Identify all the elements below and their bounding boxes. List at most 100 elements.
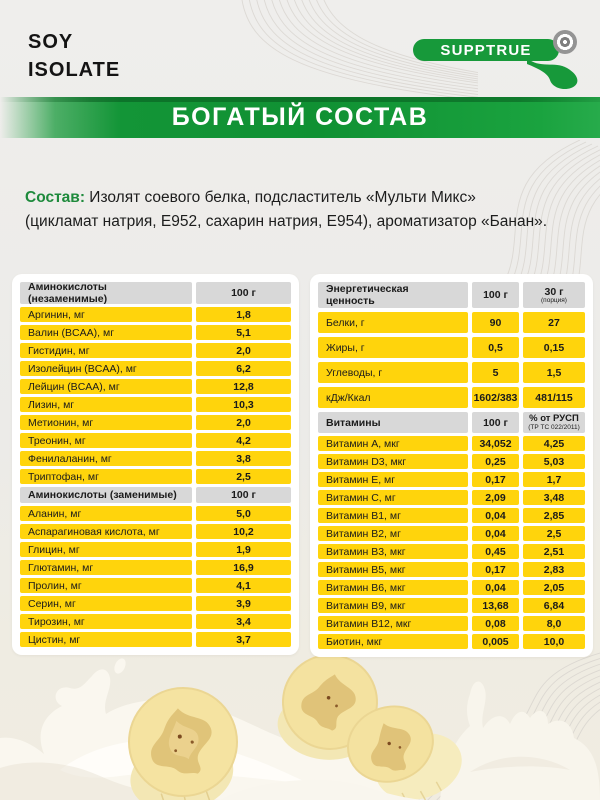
row-label: Витамин В12, мкг [318, 616, 468, 631]
table-row: Тирозин, мг 3,4 [20, 614, 291, 629]
table-row: Треонин, мг 4,2 [20, 433, 291, 448]
row-label: Пролин, мг [20, 578, 192, 593]
row-value: 3,48 [523, 490, 585, 505]
amino-essential-header: Аминокислоты (незаменимые) 100 г [20, 281, 291, 305]
section-banner: БОГАТЫЙ СОСТАВ [0, 97, 600, 138]
row-value: 2,05 [523, 580, 585, 595]
row-value: 6,2 [196, 361, 291, 376]
row-value: 90 [472, 312, 519, 333]
row-value: 0,17 [472, 562, 519, 577]
column-header: 100 г [472, 412, 519, 433]
row-label: Триптофан, мг [20, 469, 192, 484]
table-row: Метионин, мг 2,0 [20, 415, 291, 430]
amino-acids-table: Аминокислоты (незаменимые) 100 г Аргинин… [12, 274, 299, 655]
composition-text: Состав: Изолят соевого белка, подсластит… [25, 186, 583, 234]
row-value: 1,8 [196, 307, 291, 322]
row-label: Витамин В9, мкг [318, 598, 468, 613]
row-value: 4,1 [196, 578, 291, 593]
row-value: 0,5 [472, 337, 519, 358]
table-row: Белки, г 90 27 [318, 312, 585, 333]
table-row: Гистидин, мг 2,0 [20, 343, 291, 358]
row-label: Углеводы, г [318, 362, 468, 383]
row-label: Лизин, мг [20, 397, 192, 412]
table-row: Серин, мг 3,9 [20, 596, 291, 611]
table-row: Витамин В5, мкг 0,17 2,83 [318, 562, 585, 577]
row-value: 13,68 [472, 598, 519, 613]
table-row: Витамин В3, мкг 0,45 2,51 [318, 544, 585, 559]
row-value: 10,0 [523, 634, 585, 649]
table-row: Пролин, мг 4,1 [20, 578, 291, 593]
amino-nonessential-rows: Аланин, мг 5,0 Аспарагиновая кислота, мг 10… [20, 506, 291, 647]
row-label: Аланин, мг [20, 506, 192, 521]
row-value: 2,85 [523, 508, 585, 523]
row-label: Витамин В2, мг [318, 526, 468, 541]
column-header: Аминокислоты (заменимые) [20, 487, 192, 503]
row-value: 481/115 [523, 387, 585, 408]
row-label: Цистин, мг [20, 632, 192, 647]
table-row: Витамин D3, мкг 0,25 5,03 [318, 454, 585, 469]
table-row: Витамин А, мкг 34,052 4,25 [318, 436, 585, 451]
row-label: Лейцин (BCAA), мг [20, 379, 192, 394]
table-row: Витамин В6, мкг 0,04 2,05 [318, 580, 585, 595]
row-value: 0,17 [472, 472, 519, 487]
row-value: 2,5 [523, 526, 585, 541]
table-row: Углеводы, г 5 1,5 [318, 362, 585, 383]
row-value: 5 [472, 362, 519, 383]
brand-logo-pill: SUPPTRUE [413, 39, 559, 61]
row-value: 34,052 [472, 436, 519, 451]
row-value: 0,25 [472, 454, 519, 469]
row-value: 3,9 [196, 596, 291, 611]
row-value: 0,45 [472, 544, 519, 559]
row-label: Белки, г [318, 312, 468, 333]
column-header: 30 г (порция) [523, 282, 585, 308]
row-label: Треонин, мг [20, 433, 192, 448]
row-value: 2,83 [523, 562, 585, 577]
milk-front-swirl [220, 779, 430, 800]
row-value: 1,9 [196, 542, 291, 557]
row-value: 0,04 [472, 580, 519, 595]
row-value: 16,9 [196, 560, 291, 575]
banana-slice [277, 654, 378, 760]
swoosh-icon [527, 58, 578, 90]
row-value: 10,2 [196, 524, 291, 539]
scoop-ring-icon [553, 30, 577, 54]
row-value: 0,08 [472, 616, 519, 631]
row-value: 1,7 [523, 472, 585, 487]
milk-splash-right [440, 681, 600, 800]
row-value: 1,5 [523, 362, 585, 383]
milk-shadow [0, 762, 220, 800]
vitamin-rows: Витамин А, мкг 34,052 4,25 Витамин D3, мкг 0… [318, 436, 585, 649]
amino-nonessential-header: Аминокислоты (заменимые) 100 г [20, 487, 291, 503]
row-value: 5,1 [196, 325, 291, 340]
row-value: 8,0 [523, 616, 585, 631]
composition-label: Состав: [25, 189, 85, 206]
table-row: Витамин В2, мг 0,04 2,5 [318, 526, 585, 541]
brand-logo: SUPPTRUE ® [413, 30, 588, 92]
energy-header: Энергетическая ценность 100 г 30 г (порц… [318, 282, 585, 308]
table-row: Валин (BCAA), мг 5,1 [20, 325, 291, 340]
table-row: кДж/Ккал 1602/383 481/115 [318, 387, 585, 408]
column-header: 100 г [472, 282, 519, 308]
table-row: Цистин, мг 3,7 [20, 632, 291, 647]
row-label: Витамин Е, мг [318, 472, 468, 487]
table-row: Глютамин, мг 16,9 [20, 560, 291, 575]
row-label: Фенилаланин, мг [20, 451, 192, 466]
nutrition-table: Энергетическая ценность 100 г 30 г (порц… [310, 274, 593, 657]
table-row: Триптофан, мг 2,5 [20, 469, 291, 484]
row-value: 0,15 [523, 337, 585, 358]
row-value: 2,0 [196, 415, 291, 430]
row-label: Витамин В3, мкг [318, 544, 468, 559]
table-row: Глицин, мг 1,9 [20, 542, 291, 557]
row-value: 6,84 [523, 598, 585, 613]
table-row: Биотин, мкг 0,005 10,0 [318, 634, 585, 649]
row-label: Жиры, г [318, 337, 468, 358]
composition-line2: (цикламат натрия, Е952, сахарин натрия, … [25, 213, 548, 230]
row-value: 0,04 [472, 508, 519, 523]
row-value: 2,51 [523, 544, 585, 559]
table-row: Лейцин (BCAA), мг 12,8 [20, 379, 291, 394]
row-value: 3,8 [196, 451, 291, 466]
row-value: 2,0 [196, 343, 291, 358]
row-label: Изолейцин (BCAA), мг [20, 361, 192, 376]
column-header: % от РУСП (ТР ТС 022/2011) [523, 412, 585, 433]
